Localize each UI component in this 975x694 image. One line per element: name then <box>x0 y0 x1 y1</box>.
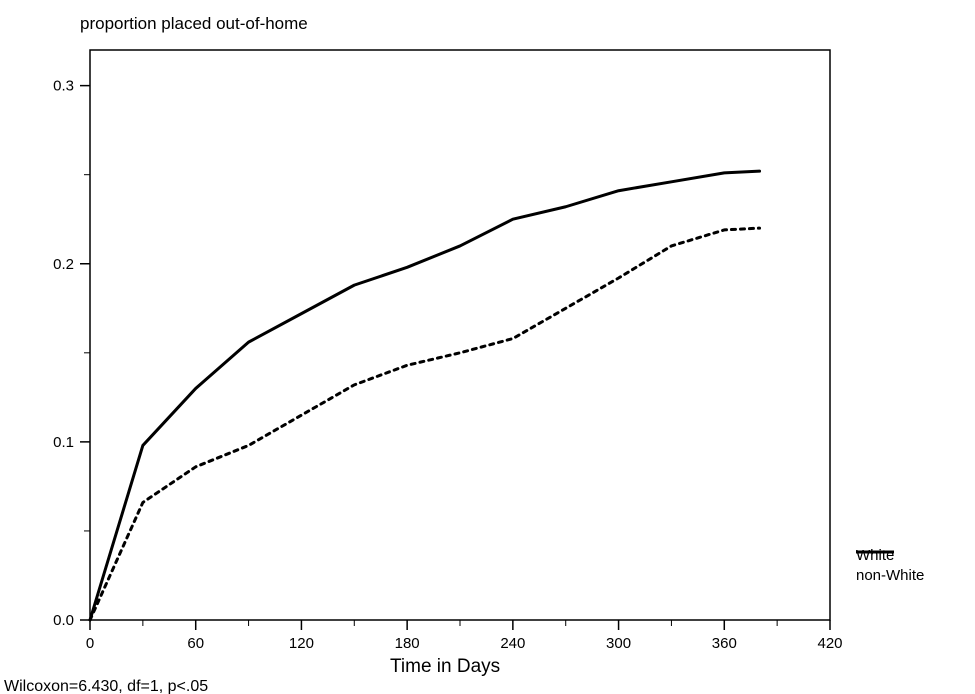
legend-item: non-White <box>856 565 924 585</box>
x-tick-label: 420 <box>817 635 842 652</box>
y-tick-label: 0.2 <box>53 256 74 273</box>
chart-legend: Whitenon-White <box>856 545 924 585</box>
x-tick-label: 360 <box>712 635 737 652</box>
chart-svg: 0 60 120 180 240 300 360 420 0.0 0.1 0.2 0.3 <box>0 0 975 694</box>
x-tick-label: 240 <box>500 635 525 652</box>
y-tick-label: 0.0 <box>53 612 74 629</box>
x-tick-label: 60 <box>187 635 204 652</box>
chart-footnote: Wilcoxon=6.430, df=1, p<.05 <box>4 678 208 694</box>
legend-swatch <box>856 545 894 559</box>
x-tick-label: 180 <box>395 635 420 652</box>
x-tick-label: 120 <box>289 635 314 652</box>
series-line <box>90 228 760 620</box>
y-tick-label: 0.1 <box>53 434 74 451</box>
x-axis-label: Time in Days <box>390 656 500 678</box>
y-tick-label: 0.3 <box>53 78 74 95</box>
x-tick-label: 300 <box>606 635 631 652</box>
legend-label: non-White <box>856 567 924 584</box>
x-tick-label: 0 <box>86 635 94 652</box>
series-line <box>90 171 760 620</box>
chart-title: proportion placed out-of-home <box>80 14 308 34</box>
